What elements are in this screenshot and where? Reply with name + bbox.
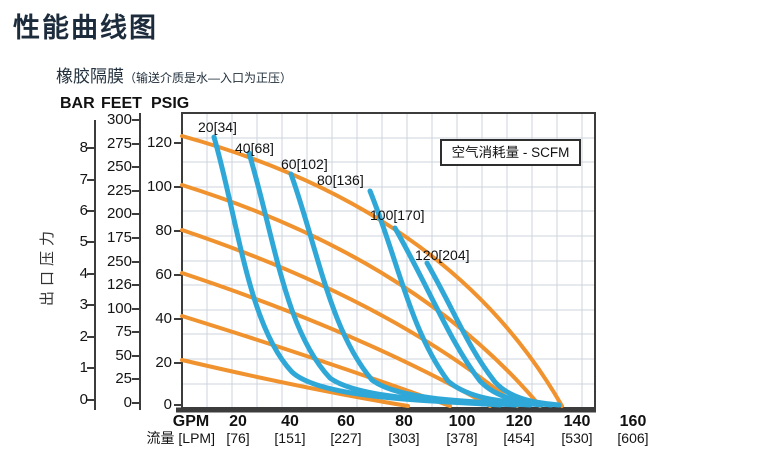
psig-tick: 100 — [146, 178, 172, 195]
x-tick-gpm: 40 — [281, 413, 299, 430]
x-axis-unit-gpm: GPM — [172, 413, 210, 430]
feet-tick: 300 — [106, 111, 132, 128]
x-tick-lpm: [303] — [388, 430, 420, 446]
x-tick-gpm: 140 — [563, 413, 591, 430]
psig-tick: 20 — [155, 354, 172, 371]
bar-axis-header: BAR — [60, 95, 95, 112]
air-curve-label-20: 20[34] — [198, 119, 237, 135]
air-curve-label-120: 120[204] — [415, 247, 470, 263]
x-tick-gpm: 100 — [448, 413, 476, 430]
air-curve-120scfm — [424, 260, 562, 408]
x-tick-lpm: [227] — [330, 430, 362, 446]
x-tick-lpm: [151] — [274, 430, 306, 446]
feet-axis-ticks — [132, 119, 140, 404]
x-tick-gpm: 60 — [337, 413, 355, 430]
bar-tick: 2 — [79, 328, 88, 345]
x-tick-gpm: 120 — [505, 413, 533, 430]
bar-tick: 7 — [79, 171, 88, 188]
legend-box: 空气消耗量 - SCFM — [440, 139, 581, 166]
feet-axis-header: FEET — [101, 95, 142, 112]
bar-axis-ticks — [87, 147, 95, 401]
feet-tick: 100 — [106, 300, 132, 317]
air-curve-label-80: 80[136] — [317, 172, 364, 188]
feet-tick: 225 — [106, 182, 132, 199]
psig-tick: 60 — [155, 266, 172, 283]
psig-axis-header: PSIG — [151, 95, 190, 112]
feet-tick: 275 — [106, 135, 132, 152]
air-curve-80scfm — [367, 188, 544, 408]
psig-tick: 120 — [146, 134, 172, 151]
x-tick-lpm: [76] — [226, 430, 250, 446]
bar-tick: 6 — [79, 202, 88, 219]
flow-curve-100psig — [180, 183, 542, 408]
feet-tick: 250 — [106, 158, 132, 175]
psig-tick: 40 — [155, 310, 172, 327]
feet-tick: 175 — [106, 229, 132, 246]
x-tick-gpm: 20 — [229, 413, 247, 430]
psig-axis-ticks — [174, 142, 182, 406]
psig-tick: 0 — [163, 396, 172, 413]
bar-tick: 8 — [79, 139, 88, 156]
x-tick-lpm: [530] — [561, 430, 593, 446]
feet-tick: 126 — [106, 276, 132, 293]
air-consumption-curves-group — [211, 134, 562, 408]
bar-tick: 4 — [79, 265, 88, 282]
feet-tick: 50 — [115, 347, 132, 364]
x-tick-lpm: [606] — [617, 430, 649, 446]
bar-tick: 5 — [79, 233, 88, 250]
flow-curve-80psig — [180, 228, 519, 408]
feet-tick: 250 — [106, 253, 132, 270]
flow-curves-group — [180, 134, 564, 408]
feet-tick: 75 — [115, 323, 132, 340]
feet-tick: 200 — [106, 205, 132, 222]
feet-tick: 25 — [115, 370, 132, 387]
x-tick-lpm: [454] — [503, 430, 535, 446]
x-tick-lpm: [378] — [446, 430, 478, 446]
psig-tick: 80 — [155, 222, 172, 239]
bar-tick: 3 — [79, 296, 88, 313]
x-tick-gpm: 160 — [619, 413, 647, 430]
x-axis-unit-lpm: 流量 [LPM] — [146, 430, 215, 446]
air-curve-label-100: 100[170] — [370, 207, 425, 223]
flow-curve-20psig — [180, 358, 410, 408]
bar-tick: 1 — [79, 359, 88, 376]
chart-subtitle: 橡胶隔膜（输送介质是水—入口为正压） — [56, 62, 292, 87]
air-curve-60scfm — [288, 171, 533, 408]
x-tick-gpm: 80 — [395, 413, 413, 430]
subtitle-main: 橡胶隔膜 — [56, 67, 124, 86]
bar-tick: 0 — [79, 391, 88, 408]
feet-tick: 0 — [123, 394, 132, 411]
air-curve-label-40: 40[68] — [235, 140, 274, 156]
subtitle-note: （输送介质是水—入口为正压） — [124, 71, 293, 85]
page-title: 性能曲线图 — [13, 13, 158, 43]
air-curve-label-60: 60[102] — [281, 156, 328, 172]
